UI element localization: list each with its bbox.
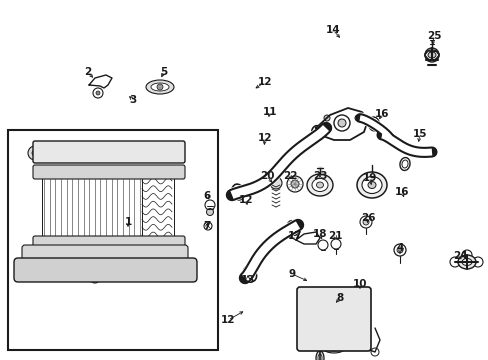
Circle shape <box>157 84 163 90</box>
Text: 17: 17 <box>287 231 302 241</box>
Circle shape <box>290 180 298 188</box>
Ellipse shape <box>326 345 340 351</box>
Text: 16: 16 <box>374 109 388 119</box>
Text: 1: 1 <box>124 217 131 227</box>
Text: 14: 14 <box>325 25 340 35</box>
Circle shape <box>370 348 378 356</box>
Circle shape <box>330 239 340 249</box>
Ellipse shape <box>146 80 174 94</box>
Circle shape <box>424 48 438 62</box>
Ellipse shape <box>317 354 321 360</box>
Ellipse shape <box>311 179 327 192</box>
Text: 21: 21 <box>327 231 342 241</box>
Circle shape <box>354 115 360 121</box>
Text: 22: 22 <box>282 171 297 181</box>
Text: 13: 13 <box>240 275 255 285</box>
Ellipse shape <box>306 174 332 196</box>
Circle shape <box>472 257 482 267</box>
Text: 5: 5 <box>160 67 167 77</box>
Ellipse shape <box>399 158 409 170</box>
Text: 8: 8 <box>336 293 343 303</box>
FancyBboxPatch shape <box>33 165 184 179</box>
Text: 12: 12 <box>257 77 272 87</box>
Text: 23: 23 <box>312 171 326 181</box>
Circle shape <box>324 115 329 121</box>
Ellipse shape <box>315 351 324 360</box>
Circle shape <box>90 273 100 283</box>
Ellipse shape <box>246 270 253 278</box>
Circle shape <box>317 240 327 250</box>
Ellipse shape <box>367 117 379 131</box>
FancyBboxPatch shape <box>22 245 187 261</box>
Ellipse shape <box>457 255 475 269</box>
Ellipse shape <box>370 120 376 128</box>
Circle shape <box>204 200 215 210</box>
Circle shape <box>93 88 103 98</box>
Text: 24: 24 <box>452 251 467 261</box>
Circle shape <box>396 247 402 253</box>
Circle shape <box>286 176 303 192</box>
Text: 19: 19 <box>362 173 376 183</box>
Circle shape <box>269 177 282 189</box>
Text: 3: 3 <box>129 95 136 105</box>
Text: 10: 10 <box>352 279 366 289</box>
FancyBboxPatch shape <box>33 141 184 163</box>
Circle shape <box>96 91 100 95</box>
Ellipse shape <box>316 182 323 188</box>
Circle shape <box>203 222 212 230</box>
Ellipse shape <box>367 181 375 189</box>
Circle shape <box>206 208 213 216</box>
FancyBboxPatch shape <box>33 236 184 250</box>
Ellipse shape <box>401 160 407 168</box>
Ellipse shape <box>461 258 471 265</box>
Ellipse shape <box>243 266 256 282</box>
Ellipse shape <box>356 172 386 198</box>
Circle shape <box>461 250 471 260</box>
FancyBboxPatch shape <box>14 258 197 282</box>
Text: 12: 12 <box>257 133 272 143</box>
Ellipse shape <box>231 184 244 200</box>
Circle shape <box>170 148 180 158</box>
Text: 18: 18 <box>312 229 326 239</box>
Bar <box>42 178 142 238</box>
Ellipse shape <box>289 224 296 232</box>
Text: 11: 11 <box>262 107 277 117</box>
Ellipse shape <box>314 129 321 138</box>
Circle shape <box>393 244 405 256</box>
Ellipse shape <box>323 343 345 353</box>
Text: 16: 16 <box>394 187 408 197</box>
Ellipse shape <box>151 83 169 91</box>
Text: 7: 7 <box>203 221 210 231</box>
FancyBboxPatch shape <box>296 287 370 351</box>
Text: 2: 2 <box>84 67 91 77</box>
Bar <box>8 130 218 350</box>
Circle shape <box>337 119 346 127</box>
Circle shape <box>362 219 368 225</box>
Ellipse shape <box>427 52 435 58</box>
Circle shape <box>333 115 349 131</box>
Text: 15: 15 <box>412 129 427 139</box>
Text: 9: 9 <box>288 269 295 279</box>
Ellipse shape <box>424 50 438 60</box>
Text: 25: 25 <box>426 31 440 41</box>
Text: 26: 26 <box>360 213 374 223</box>
Circle shape <box>359 216 371 228</box>
Text: 12: 12 <box>238 195 253 205</box>
Ellipse shape <box>361 176 381 194</box>
Text: 12: 12 <box>220 315 235 325</box>
Text: 4: 4 <box>395 243 403 253</box>
Circle shape <box>449 257 459 267</box>
Circle shape <box>32 150 38 156</box>
Text: 20: 20 <box>259 171 274 181</box>
Text: 6: 6 <box>203 191 210 201</box>
Circle shape <box>28 146 42 160</box>
Ellipse shape <box>311 126 324 140</box>
Ellipse shape <box>234 187 241 197</box>
Ellipse shape <box>286 221 298 235</box>
